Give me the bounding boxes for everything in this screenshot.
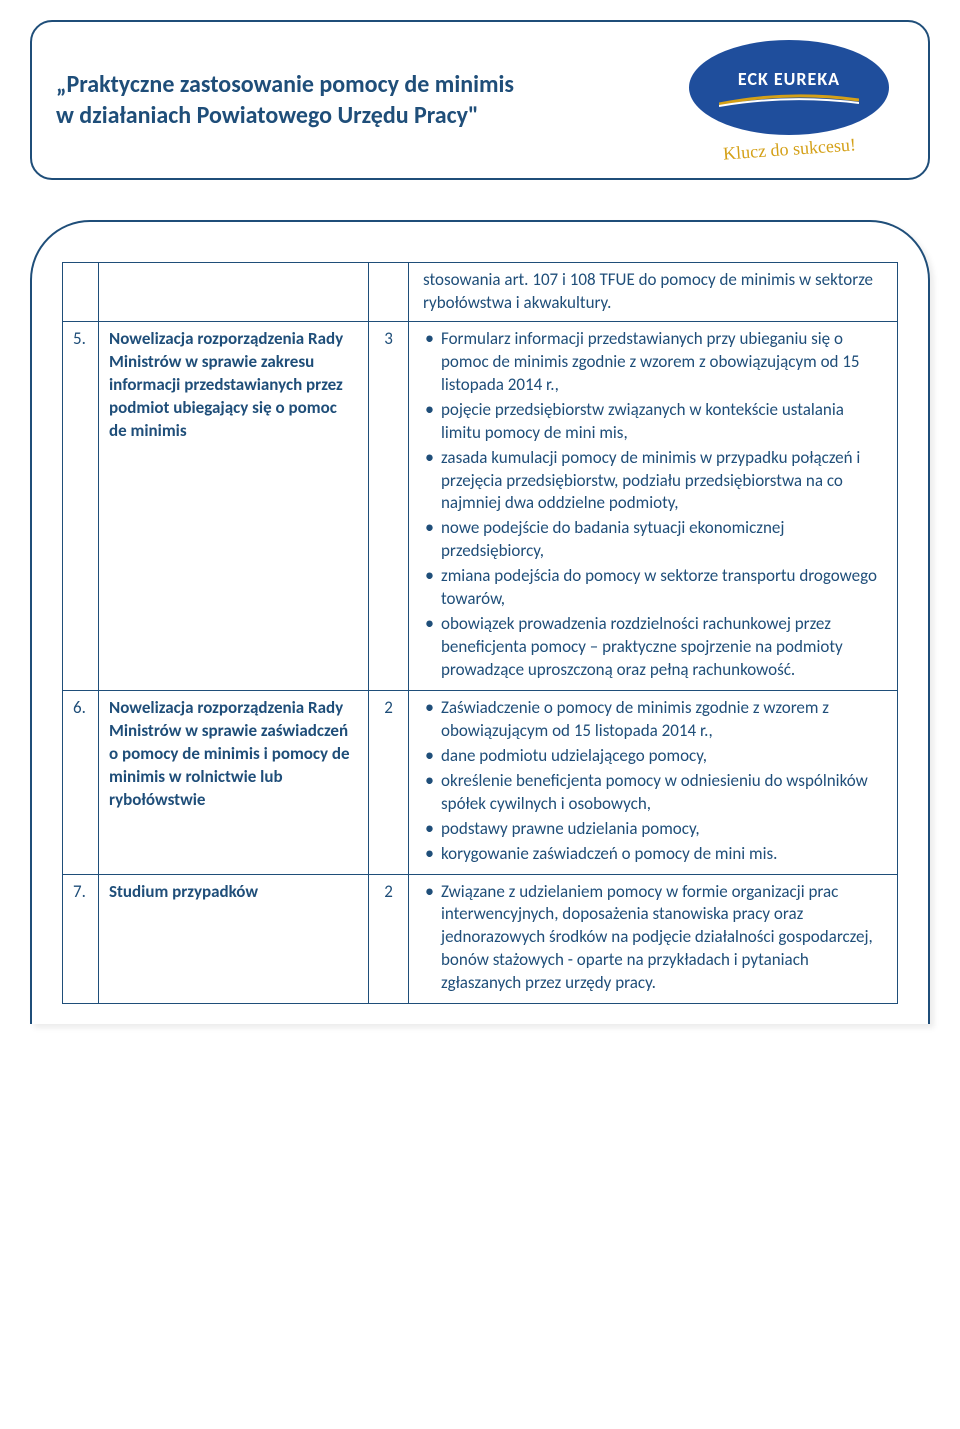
list-item: korygowanie zaświadczeń o pomocy de mini… [419,843,887,866]
list-item: obowiązek prowadzenia rozdzielności rach… [419,613,887,682]
cell-title: Nowelizacja rozporządzenia Rady Ministró… [99,690,369,874]
title-line2: w działaniach Powiatowego Urzędu Pracy" [56,101,479,130]
cell-title-empty [99,263,369,322]
bullet-list: Zaświadczenie o pomocy de minimis zgodni… [419,697,887,866]
cell-hours: 3 [369,321,409,690]
header-box: „Praktyczne zastosowanie pomocy de minim… [30,20,930,180]
title-line1: „Praktyczne zastosowanie pomocy de minim… [56,70,514,99]
logo: ECK EUREKA Klucz do sukcesu! [674,40,904,160]
content-box: stosowania art. 107 i 108 TFUE do pomocy… [30,220,930,1024]
cell-desc-continuation: stosowania art. 107 i 108 TFUE do pomocy… [409,263,898,322]
list-item: pojęcie przedsiębiorstw związanych w kon… [419,399,887,445]
table-row: 7. Studium przypadków 2 Związane z udzie… [63,874,898,1004]
cell-num: 7. [63,874,99,1004]
cell-num: 5. [63,321,99,690]
cell-hours-empty [369,263,409,322]
cell-num-empty [63,263,99,322]
list-item: podstawy prawne udzielania pomocy, [419,818,887,841]
cell-hours: 2 [369,874,409,1004]
table-row: 5. Nowelizacja rozporządzenia Rady Minis… [63,321,898,690]
cell-desc: Zaświadczenie o pomocy de minimis zgodni… [409,690,898,874]
logo-ellipse: ECK EUREKA [689,40,889,135]
cell-title: Nowelizacja rozporządzenia Rady Ministró… [99,321,369,690]
swoosh-icon [719,94,859,108]
list-item: Formularz informacji przedstawianych prz… [419,328,887,397]
cell-num: 6. [63,690,99,874]
cell-hours: 2 [369,690,409,874]
table-row: stosowania art. 107 i 108 TFUE do pomocy… [63,263,898,322]
cell-title: Studium przypadków [99,874,369,1004]
list-item: nowe podejście do badania sytuacji ekono… [419,517,887,563]
tagline: Klucz do sukcesu! [722,134,856,164]
list-item: Związane z udzielaniem pomocy w formie o… [419,881,887,996]
list-item: określenie beneficjenta pomocy w odniesi… [419,770,887,816]
continuation-text: stosowania art. 107 i 108 TFUE do pomocy… [419,269,887,315]
logo-text: ECK EUREKA [738,68,840,90]
bullet-list: Związane z udzielaniem pomocy w formie o… [419,881,887,996]
program-table: stosowania art. 107 i 108 TFUE do pomocy… [62,262,898,1004]
list-item: dane podmiotu udzielającego pomocy, [419,745,887,768]
page-title: „Praktyczne zastosowanie pomocy de minim… [56,69,514,131]
list-item: Zaświadczenie o pomocy de minimis zgodni… [419,697,887,743]
bullet-list: Formularz informacji przedstawianych prz… [419,328,887,682]
cell-desc: Związane z udzielaniem pomocy w formie o… [409,874,898,1004]
table-row: 6. Nowelizacja rozporządzenia Rady Minis… [63,690,898,874]
cell-desc: Formularz informacji przedstawianych prz… [409,321,898,690]
list-item: zmiana podejścia do pomocy w sektorze tr… [419,565,887,611]
list-item: zasada kumulacji pomocy de minimis w prz… [419,447,887,516]
